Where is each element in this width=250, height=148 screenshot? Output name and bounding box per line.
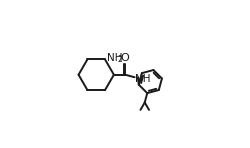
Text: NH: NH <box>107 53 122 63</box>
Text: NH: NH <box>135 74 151 84</box>
Text: 2: 2 <box>117 55 122 64</box>
Text: O: O <box>120 53 129 63</box>
